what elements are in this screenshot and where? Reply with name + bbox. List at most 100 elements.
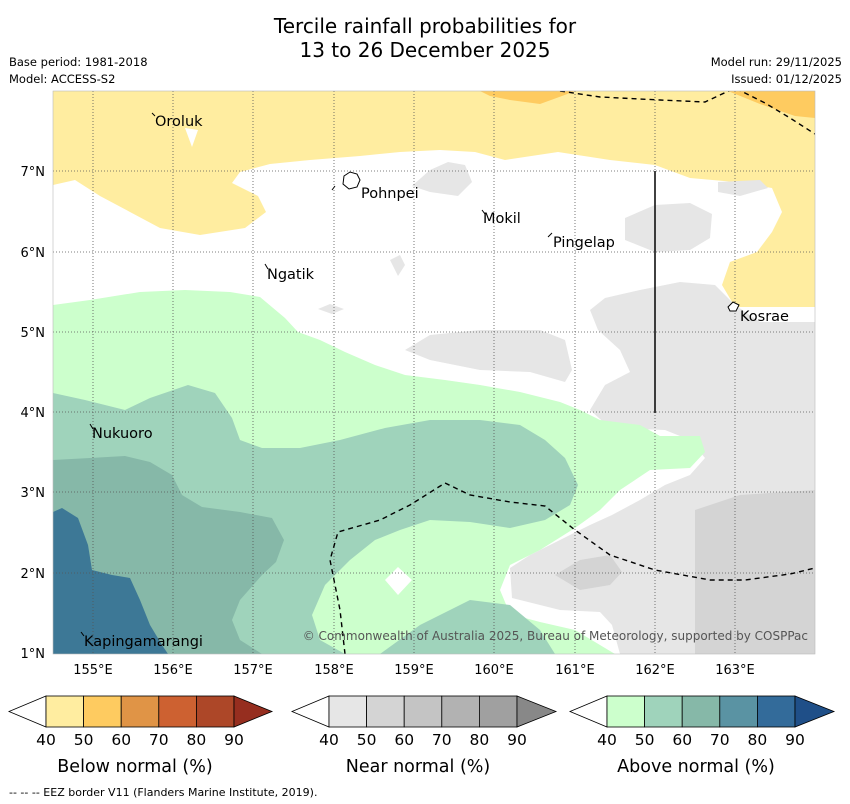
- colorbar-segment: [195, 695, 235, 728]
- colorbar-segment: [606, 695, 645, 728]
- below-normal-50-patch-b: [728, 91, 815, 118]
- lat-tick: 5°N: [21, 326, 46, 341]
- colorbar-tick-label: 80: [748, 731, 768, 749]
- label-ngatik: Ngatik: [267, 267, 315, 283]
- colorbar-segment: [441, 695, 480, 728]
- above-normal-region-80: [53, 508, 168, 654]
- colorbar-segment: [328, 695, 367, 728]
- near-normal-patch-small: [390, 255, 405, 276]
- model-run: Model run: 29/11/2025: [710, 55, 842, 69]
- above-normal-50-south-lobe: [380, 600, 555, 654]
- eez-footnote: -- -- -- EEZ border V11 (Flanders Marine…: [9, 786, 318, 799]
- colorbar-tick-label: 60: [111, 731, 131, 749]
- colorbar-extend-high: [233, 695, 274, 728]
- issued-date: Issued: 01/12/2025: [731, 72, 842, 86]
- colorbar-segment: [681, 695, 721, 728]
- lat-axis: 7°N 6°N 5°N 4°N 3°N 2°N 1°N: [21, 165, 46, 662]
- colorbar-tick-label: 70: [149, 731, 169, 749]
- colorbar-segment: [120, 695, 160, 728]
- colorbar-segment: [366, 695, 405, 728]
- nukuoro-atoll: [89, 423, 94, 430]
- lon-tick: 156°E: [153, 663, 193, 678]
- colorbar-segment: [478, 695, 518, 728]
- colorbar-title: Below normal (%): [57, 757, 212, 777]
- label-pingelap: Pingelap: [553, 235, 615, 251]
- near-normal-50-patch-se: [695, 490, 815, 654]
- eez-borders: [329, 91, 815, 654]
- pingelap-atoll: [547, 232, 553, 238]
- colorbar-tick-label: 80: [470, 731, 490, 749]
- lat-tick: 3°N: [21, 486, 46, 501]
- lat-tick: 2°N: [21, 567, 46, 582]
- lon-tick: 159°E: [394, 663, 434, 678]
- map-frame: [52, 90, 816, 655]
- below-normal-50-patch-a: [480, 91, 575, 104]
- colorbar-tick-label: 90: [507, 731, 527, 749]
- below-normal-region-north-hole: [185, 128, 198, 147]
- colorbar-tick-label: 90: [224, 731, 244, 749]
- pohnpei-island: [342, 171, 361, 190]
- label-nukuoro: Nukuoro: [92, 426, 153, 442]
- lat-tick: 6°N: [21, 246, 46, 261]
- lon-tick: 157°E: [233, 663, 273, 678]
- lat-tick: 7°N: [21, 165, 46, 180]
- colorbar-tick-label: 70: [432, 731, 452, 749]
- colorbar-segment: [719, 695, 758, 728]
- meta-right: Model run: 29/11/2025 Issued: 01/12/2025: [711, 54, 842, 88]
- above-normal-40-hole: [385, 567, 412, 595]
- label-pohnpei: Pohnpei: [361, 186, 419, 202]
- lon-tick: 161°E: [555, 663, 595, 678]
- ngatik-atoll: [264, 263, 269, 270]
- colorbar-extend-high: [516, 695, 558, 728]
- colorbar-tick-label: 70: [710, 731, 730, 749]
- colorbar-title: Above normal (%): [617, 757, 775, 777]
- colorbar-above-normal: 40 50 60 70 80 90 Above normal (%): [568, 695, 836, 777]
- lon-tick: 155°E: [73, 663, 113, 678]
- colorbar-segment: [83, 695, 122, 728]
- lon-tick: 160°E: [474, 663, 514, 678]
- colorbar-tick-label: 40: [597, 731, 617, 749]
- colorbar-tick-label: 40: [36, 731, 56, 749]
- title-line-1: Tercile rainfall probabilities for: [273, 14, 577, 38]
- colorbar-segment: [158, 695, 197, 728]
- copyright-notice: © Commonwealth of Australia 2025, Bureau…: [303, 629, 808, 643]
- colorbar-tick-label: 50: [635, 731, 655, 749]
- pohnpei-islet: [331, 185, 336, 191]
- lon-tick: 162°E: [635, 663, 675, 678]
- lon-axis: 155°E 156°E 157°E 158°E 159°E 160°E 161°…: [73, 663, 755, 678]
- colorbar-tick-label: 90: [785, 731, 805, 749]
- label-kosrae: Kosrae: [740, 309, 789, 325]
- colorbar-tick-label: 50: [74, 731, 94, 749]
- title-line-2: 13 to 26 December 2025: [299, 38, 551, 62]
- near-normal-patch-small-2: [318, 304, 344, 314]
- colorbar-extend-low: [568, 695, 608, 728]
- colorbar-near-normal: 40 50 60 70 80 90 Near normal (%): [290, 695, 558, 777]
- mokil-atoll: [481, 209, 486, 215]
- colorbar-extend-low: [290, 695, 330, 728]
- eez-border-south: [329, 482, 815, 654]
- label-kapingamarangi: Kapingamarangi: [84, 634, 203, 650]
- eez-border-north: [559, 91, 815, 135]
- lat-tick: 1°N: [21, 647, 46, 662]
- colorbar-segment: [45, 695, 84, 728]
- meta-left: Base period: 1981-2018 Model: ACCESS-S2: [9, 54, 148, 88]
- colorbar-segment: [644, 695, 683, 728]
- near-normal-50-patch-s: [555, 555, 622, 590]
- kosrae-island: [727, 301, 740, 312]
- near-normal-patch-pohnpei-east: [412, 162, 472, 196]
- colorbar-extend-high: [794, 695, 836, 728]
- colorbar-tick-label: 80: [187, 731, 207, 749]
- below-normal-region-north: [53, 91, 815, 307]
- colorbar-tick-label: 40: [319, 731, 339, 749]
- colorbar-tick-label: 60: [394, 731, 414, 749]
- near-normal-patch-ne: [718, 180, 768, 196]
- lat-tick: 4°N: [21, 406, 46, 421]
- near-normal-patch-central: [405, 330, 572, 382]
- colorbar-extend-low: [7, 695, 47, 728]
- kapingamarangi-atoll: [80, 631, 85, 637]
- map-title: Tercile rainfall probabilities for 13 to…: [0, 14, 850, 62]
- oroluk-atoll: [151, 112, 156, 117]
- label-oroluk: Oroluk: [155, 114, 203, 130]
- lon-tick: 163°E: [715, 663, 755, 678]
